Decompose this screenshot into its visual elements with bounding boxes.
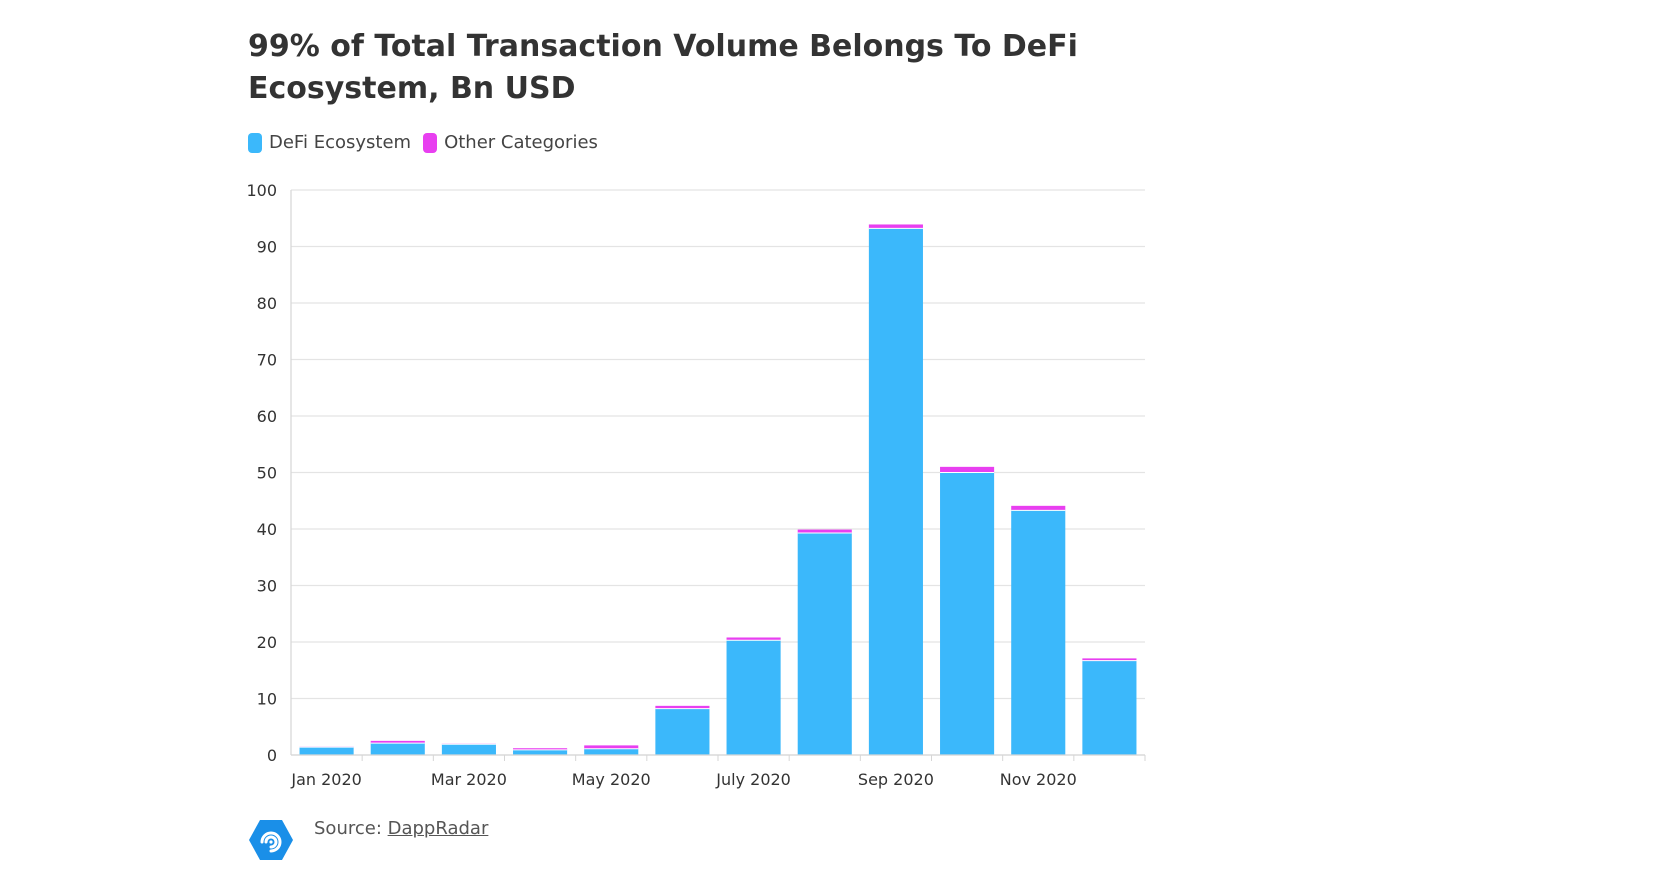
source-link[interactable]: DappRadar (387, 818, 489, 839)
bar-defi-11 (1082, 660, 1137, 755)
bar-other-5 (655, 705, 710, 709)
y-tick-label-30: 30 (257, 577, 277, 596)
x-tick-label-8: Sep 2020 (858, 770, 934, 789)
bar-chart: 0 10 20 30 40 50 60 70 80 90 100 Jan 2020 Mar 2020 Ma… (246, 181, 1146, 789)
bar-defi-9 (940, 472, 995, 755)
y-tick-label-0: 0 (267, 746, 277, 765)
bar-defi-8 (868, 228, 923, 756)
x-tick-label-0: Jan 2020 (290, 770, 361, 789)
x-tick-label-4: May 2020 (572, 770, 651, 789)
legend-item-defi[interactable]: DeFi Ecosystem (248, 132, 411, 153)
bar-other-8 (868, 224, 923, 229)
bar-other-6 (726, 637, 781, 641)
chart-legend: DeFi Ecosystem Other Categories (248, 132, 610, 153)
bar-defi-1 (370, 743, 425, 755)
y-tick-label-60: 60 (257, 407, 277, 426)
y-tick-label-70: 70 (257, 351, 277, 370)
legend-swatch-other (423, 132, 438, 153)
bar-other-1 (370, 740, 425, 744)
bar-defi-5 (655, 708, 710, 755)
source-prefix: Source: (314, 818, 388, 839)
legend-label-defi: DeFi Ecosystem (269, 132, 412, 153)
bar-defi-4 (584, 748, 639, 755)
y-tick-label-20: 20 (257, 633, 277, 652)
y-tick-label-50: 50 (257, 464, 277, 483)
y-tick-label-90: 90 (257, 238, 277, 257)
legend-swatch-defi (248, 132, 262, 153)
bar-defi-10 (1011, 510, 1066, 755)
bar-defi-7 (797, 532, 852, 755)
bar-other-3 (513, 748, 568, 750)
dappradar-logo-icon (249, 820, 293, 860)
legend-item-other[interactable]: Other Categories (423, 132, 598, 153)
y-tick-label-100: 100 (246, 181, 277, 200)
y-tick-label-10: 10 (257, 690, 277, 709)
bar-defi-2 (441, 744, 496, 755)
legend-label-other: Other Categories (444, 132, 598, 153)
source-text: Source: DappRadar (314, 818, 488, 839)
bar-other-11 (1082, 658, 1137, 661)
bar-other-9 (940, 466, 995, 473)
x-tick-label-2: Mar 2020 (431, 770, 507, 789)
x-tick-label-6: July 2020 (715, 770, 791, 789)
chart-title: 99% of Total Transaction Volume Belongs … (248, 29, 1078, 106)
bar-other-10 (1011, 505, 1066, 511)
source-line: Source: DappRadar (248, 818, 488, 862)
bar-defi-6 (726, 640, 781, 755)
bar-other-4 (584, 745, 639, 749)
x-tick-label-10: Nov 2020 (1000, 770, 1077, 789)
bar-other-7 (797, 529, 852, 533)
bar-defi-3 (513, 749, 568, 755)
y-tick-label-40: 40 (257, 520, 277, 539)
y-tick-label-80: 80 (257, 294, 277, 313)
bar-defi-0 (299, 747, 354, 755)
